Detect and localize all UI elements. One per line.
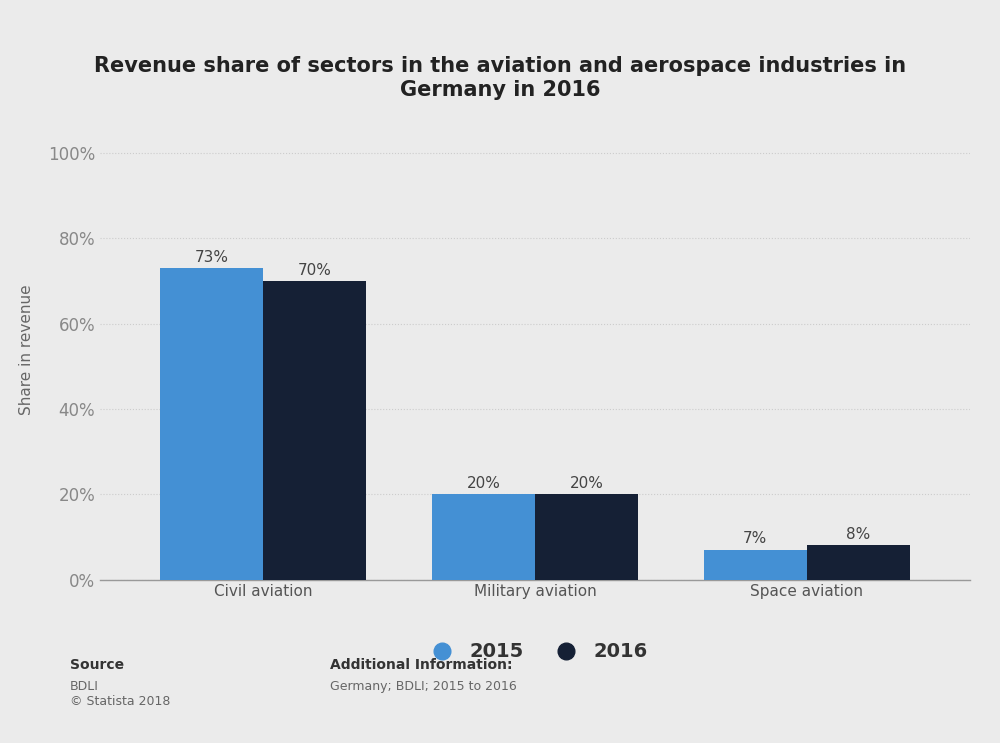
Text: Revenue share of sectors in the aviation and aerospace industries in
Germany in : Revenue share of sectors in the aviation… — [94, 56, 906, 100]
Y-axis label: Share in revenue: Share in revenue — [19, 284, 34, 415]
Text: 73%: 73% — [194, 250, 228, 265]
Bar — [263, 281, 366, 580]
Bar — [807, 545, 910, 580]
Bar — [432, 494, 535, 580]
Text: BDLI
© Statista 2018: BDLI © Statista 2018 — [70, 680, 170, 708]
Text: 20%: 20% — [570, 476, 604, 491]
Text: Additional Information:: Additional Information: — [330, 658, 512, 672]
Text: 7%: 7% — [743, 531, 767, 546]
Text: 8%: 8% — [846, 527, 871, 542]
Text: Germany; BDLI; 2015 to 2016: Germany; BDLI; 2015 to 2016 — [330, 680, 517, 692]
Legend: 2015, 2016: 2015, 2016 — [413, 633, 657, 671]
Bar — [535, 494, 638, 580]
Text: Source: Source — [70, 658, 124, 672]
Bar — [704, 550, 807, 580]
Text: 70%: 70% — [298, 262, 332, 278]
Bar — [160, 268, 263, 580]
Text: 20%: 20% — [466, 476, 500, 491]
